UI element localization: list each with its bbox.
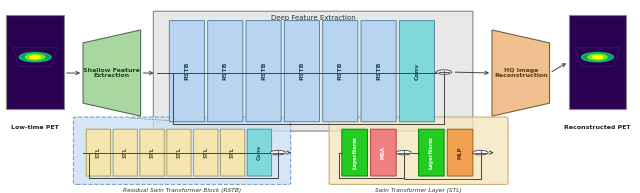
Text: LayerNorm: LayerNorm bbox=[352, 136, 357, 169]
Text: RSTB: RSTB bbox=[261, 62, 266, 80]
Polygon shape bbox=[83, 30, 141, 116]
Text: STL: STL bbox=[204, 147, 208, 158]
FancyBboxPatch shape bbox=[284, 21, 319, 122]
FancyBboxPatch shape bbox=[399, 21, 435, 122]
FancyBboxPatch shape bbox=[194, 129, 218, 176]
FancyBboxPatch shape bbox=[154, 11, 473, 131]
FancyBboxPatch shape bbox=[247, 129, 271, 176]
Text: STL: STL bbox=[230, 147, 235, 158]
FancyBboxPatch shape bbox=[342, 129, 367, 176]
Text: Swin Transformer Layer (STL): Swin Transformer Layer (STL) bbox=[375, 188, 462, 193]
Circle shape bbox=[593, 56, 603, 59]
FancyBboxPatch shape bbox=[246, 21, 281, 122]
Circle shape bbox=[436, 70, 452, 74]
Circle shape bbox=[26, 54, 45, 60]
Text: MLP: MLP bbox=[458, 146, 463, 159]
Circle shape bbox=[473, 150, 488, 155]
FancyBboxPatch shape bbox=[361, 21, 396, 122]
FancyBboxPatch shape bbox=[207, 21, 243, 122]
Text: Shallow Feature
Extraction: Shallow Feature Extraction bbox=[83, 68, 140, 78]
Circle shape bbox=[588, 54, 607, 60]
Text: RSTB: RSTB bbox=[376, 62, 381, 80]
FancyBboxPatch shape bbox=[220, 129, 244, 176]
Text: RSTB: RSTB bbox=[223, 62, 228, 80]
FancyBboxPatch shape bbox=[74, 117, 291, 185]
Text: STL: STL bbox=[150, 147, 155, 158]
Bar bbox=[569, 15, 626, 109]
FancyBboxPatch shape bbox=[113, 129, 138, 176]
Text: RSTB: RSTB bbox=[338, 62, 343, 80]
FancyBboxPatch shape bbox=[140, 129, 164, 176]
Text: Conv: Conv bbox=[415, 63, 419, 80]
Text: Reconstructed PET: Reconstructed PET bbox=[564, 125, 630, 130]
FancyBboxPatch shape bbox=[329, 117, 508, 185]
FancyBboxPatch shape bbox=[86, 129, 111, 176]
Text: RSTB: RSTB bbox=[184, 62, 189, 80]
Text: MSA: MSA bbox=[381, 146, 386, 159]
FancyBboxPatch shape bbox=[371, 129, 396, 176]
Text: HQ Image
Reconstruction: HQ Image Reconstruction bbox=[494, 68, 548, 78]
FancyBboxPatch shape bbox=[419, 129, 444, 176]
FancyBboxPatch shape bbox=[170, 21, 204, 122]
Circle shape bbox=[582, 52, 613, 62]
Text: STL: STL bbox=[123, 147, 128, 158]
Circle shape bbox=[270, 150, 285, 155]
Polygon shape bbox=[492, 30, 550, 116]
Text: RSTB: RSTB bbox=[300, 62, 305, 80]
FancyBboxPatch shape bbox=[167, 129, 191, 176]
Circle shape bbox=[396, 150, 412, 155]
Circle shape bbox=[19, 52, 51, 62]
FancyBboxPatch shape bbox=[447, 129, 473, 176]
Text: Conv: Conv bbox=[257, 145, 262, 160]
Text: Deep Feature Extraction: Deep Feature Extraction bbox=[271, 15, 355, 21]
Text: Residual Swin Transformer Block (RSTB): Residual Swin Transformer Block (RSTB) bbox=[123, 188, 241, 193]
Text: STL: STL bbox=[177, 147, 181, 158]
Text: STL: STL bbox=[96, 147, 101, 158]
FancyBboxPatch shape bbox=[323, 21, 358, 122]
Bar bbox=[6, 15, 64, 109]
Text: LayerNorm: LayerNorm bbox=[429, 136, 434, 169]
Text: Low-time PET: Low-time PET bbox=[12, 125, 59, 130]
Circle shape bbox=[30, 56, 40, 59]
